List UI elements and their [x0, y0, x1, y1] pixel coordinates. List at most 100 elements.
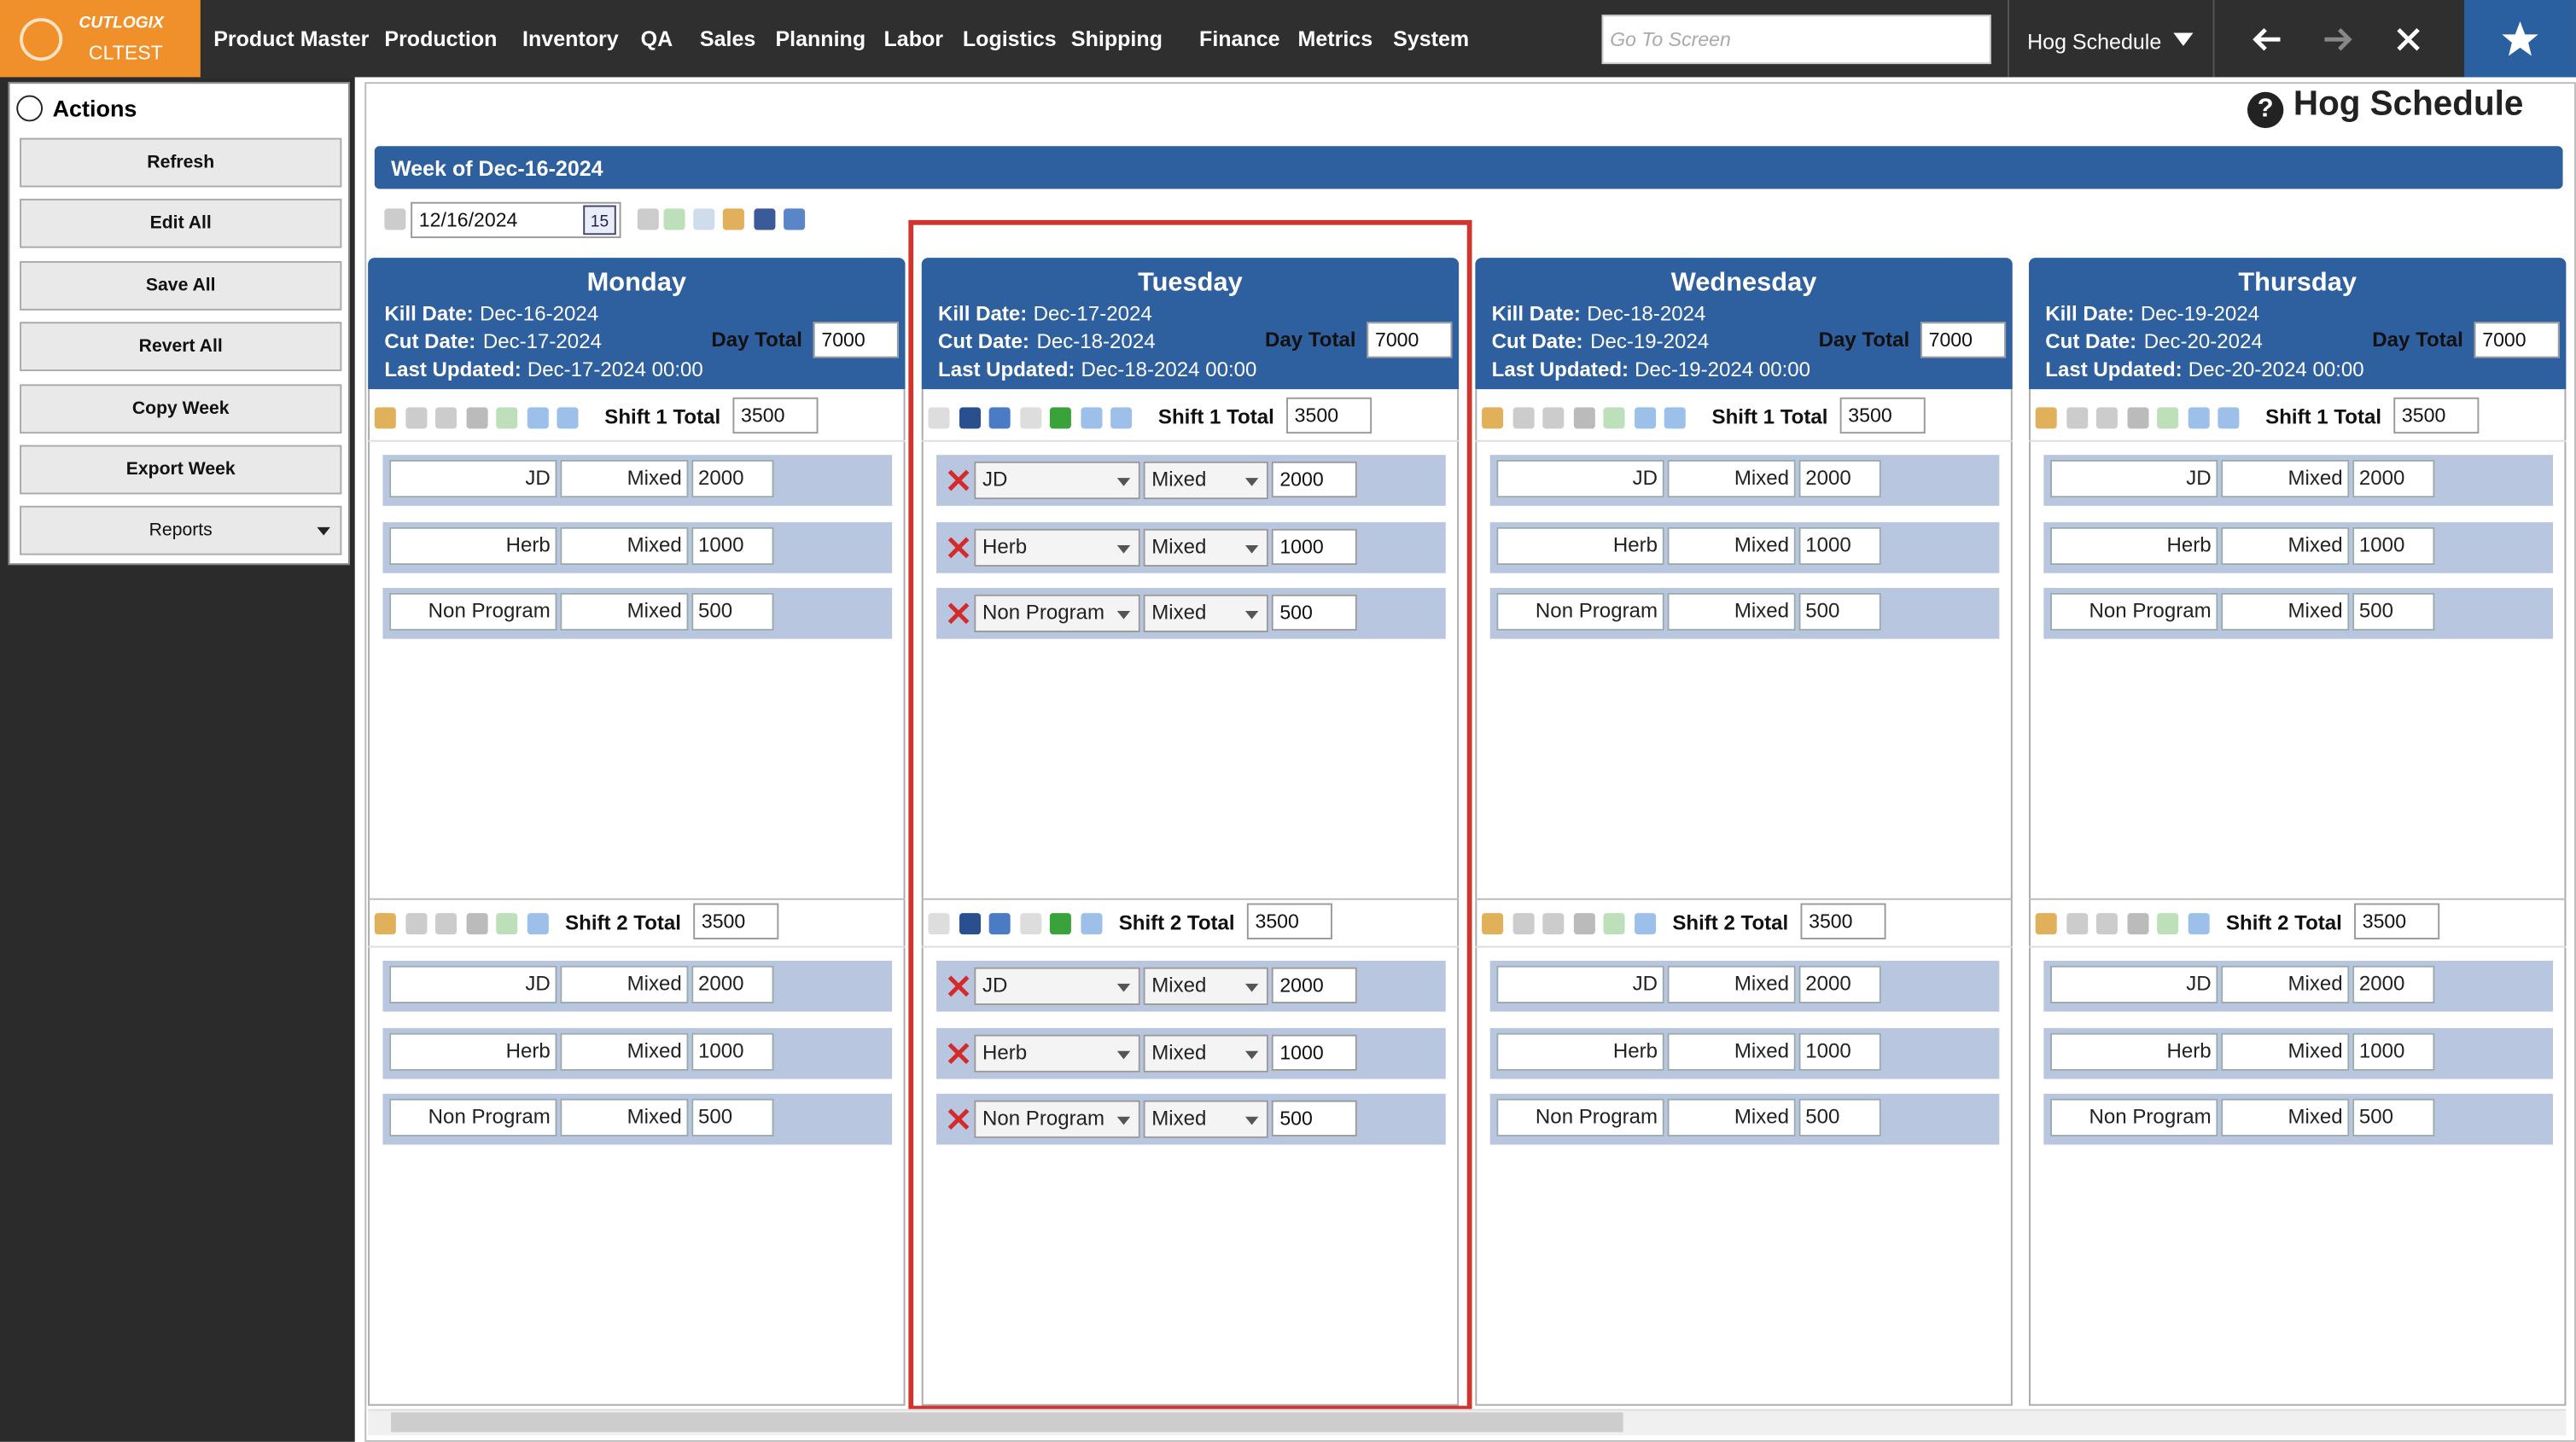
shift-tool-icon[interactable] [1572, 407, 1594, 429]
shift-tool-icon[interactable] [2126, 913, 2148, 935]
shift-tool-icon[interactable] [2095, 407, 2118, 429]
screen-selector[interactable]: Hog Schedule [2007, 0, 2215, 78]
hogs-input[interactable]: 500 [691, 592, 774, 631]
shift-tool-icon[interactable] [2035, 407, 2057, 429]
menu-item[interactable]: Labor [883, 26, 944, 51]
shift-tool-icon[interactable] [405, 913, 427, 935]
action-button[interactable]: Copy Week [20, 383, 342, 433]
shift-tool-icon[interactable] [435, 913, 458, 935]
delete-row[interactable] [947, 1042, 970, 1064]
hogs-input[interactable]: 2000 [1798, 459, 1881, 498]
favorite[interactable] [2464, 0, 2576, 78]
menu-item[interactable]: System [1393, 26, 1470, 51]
shift-tool-icon[interactable] [557, 407, 579, 429]
shift-tool-icon[interactable] [496, 407, 518, 429]
shift-total-input[interactable]: 3500 [1800, 903, 1886, 939]
shift-tool-icon[interactable] [405, 407, 427, 429]
shift-tool-icon[interactable] [1049, 913, 1071, 935]
shift-tool-icon[interactable] [1512, 913, 1534, 935]
toolbar-icon[interactable] [784, 208, 806, 230]
type-select[interactable]: Mixed [1143, 1100, 1268, 1138]
shift-tool-icon[interactable] [2035, 913, 2057, 935]
shift-tool-icon[interactable] [959, 407, 981, 429]
delete-row[interactable] [947, 1108, 970, 1131]
help-icon[interactable]: ? [2247, 91, 2284, 129]
shift-tool-icon[interactable] [2066, 407, 2088, 429]
hogs-input[interactable]: 1000 [1271, 527, 1357, 565]
shift-tool-icon[interactable] [465, 407, 487, 429]
shift-total-input[interactable]: 3500 [1286, 397, 1373, 434]
hogs-input[interactable]: 1000 [691, 1032, 774, 1070]
shift-tool-icon[interactable] [2218, 407, 2240, 429]
program-select[interactable]: JD [974, 461, 1140, 500]
reports-dropdown[interactable]: Reports [20, 505, 342, 555]
toolbar-icon[interactable] [693, 208, 715, 230]
type-select[interactable]: Mixed [1143, 594, 1268, 633]
back-arrow[interactable] [2251, 23, 2283, 55]
hogs-input[interactable]: 1000 [1271, 1033, 1357, 1070]
delete-row[interactable] [947, 975, 970, 997]
menu-item[interactable]: Logistics [962, 26, 1057, 51]
menu-item[interactable]: Sales [699, 26, 756, 51]
shift-total-input[interactable]: 3500 [693, 903, 779, 939]
shift-tool-icon[interactable] [2126, 407, 2148, 429]
shift-tool-icon[interactable] [2066, 913, 2088, 935]
delete-row[interactable] [947, 469, 970, 491]
shift-tool-icon[interactable] [1634, 407, 1656, 429]
shift-tool-icon[interactable] [1019, 407, 1041, 429]
shift-tool-icon[interactable] [2157, 407, 2179, 429]
hogs-input[interactable]: 2000 [2352, 965, 2435, 1003]
shift-tool-icon[interactable] [2157, 913, 2179, 935]
shift-tool-icon[interactable] [496, 913, 518, 935]
shift-tool-icon[interactable] [928, 913, 950, 935]
menu-item[interactable]: Inventory [522, 26, 619, 51]
hogs-input[interactable]: 500 [1798, 592, 1881, 631]
day-total-input[interactable]: 7000 [2474, 322, 2560, 358]
shift-total-input[interactable]: 3500 [732, 397, 819, 434]
menu-item[interactable]: Planning [775, 26, 866, 51]
shift-tool-icon[interactable] [435, 407, 458, 429]
shift-tool-icon[interactable] [1603, 913, 1625, 935]
hogs-input[interactable]: 500 [1271, 1100, 1357, 1137]
shift-tool-icon[interactable] [1080, 407, 1102, 429]
menu-item[interactable]: Production [384, 26, 498, 51]
shift-tool-icon[interactable] [1634, 913, 1656, 935]
hogs-input[interactable]: 500 [1798, 1098, 1881, 1137]
day-total-input[interactable]: 7000 [813, 322, 899, 358]
shift-tool-icon[interactable] [2095, 913, 2118, 935]
type-select[interactable]: Mixed [1143, 1033, 1268, 1072]
shift-total-input[interactable]: 3500 [2354, 903, 2440, 939]
action-button[interactable]: Edit All [20, 199, 342, 249]
program-select[interactable]: Herb [974, 1033, 1140, 1072]
calendar-icon[interactable]: 15 [583, 205, 616, 235]
program-select[interactable]: JD [974, 967, 1140, 1005]
type-select[interactable]: Mixed [1143, 461, 1268, 500]
shift-tool-icon[interactable] [2187, 407, 2209, 429]
shift-tool-icon[interactable] [1512, 407, 1534, 429]
toolbar-icon[interactable] [637, 208, 659, 230]
toolbar-icon[interactable] [663, 208, 685, 230]
toolbar-icon[interactable] [722, 208, 744, 230]
shift-tool-icon[interactable] [928, 407, 950, 429]
hogs-input[interactable]: 2000 [691, 459, 774, 498]
shift-tool-icon[interactable] [1482, 913, 1504, 935]
program-select[interactable]: Herb [974, 527, 1140, 567]
hogs-input[interactable]: 1000 [1798, 526, 1881, 565]
shift-tool-icon[interactable] [988, 407, 1011, 429]
hogs-input[interactable]: 1000 [1798, 1032, 1881, 1070]
type-select[interactable]: Mixed [1143, 967, 1268, 1005]
action-button[interactable]: Refresh [20, 137, 342, 188]
shift-tool-icon[interactable] [2187, 913, 2209, 935]
collapse-icon[interactable] [16, 95, 44, 122]
shift-tool-icon[interactable] [1572, 913, 1594, 935]
menu-item[interactable]: Shipping [1070, 26, 1163, 51]
shift-tool-icon[interactable] [959, 913, 981, 935]
toolbar-icon[interactable] [754, 208, 776, 230]
shift-tool-icon[interactable] [1603, 407, 1625, 429]
shift-tool-icon[interactable] [1482, 407, 1504, 429]
shift-tool-icon[interactable] [1542, 913, 1565, 935]
action-button[interactable]: Save All [20, 260, 342, 311]
hogs-input[interactable]: 2000 [2352, 459, 2435, 498]
menu-item[interactable]: Product Master [213, 26, 370, 51]
delete-row[interactable] [947, 602, 970, 625]
